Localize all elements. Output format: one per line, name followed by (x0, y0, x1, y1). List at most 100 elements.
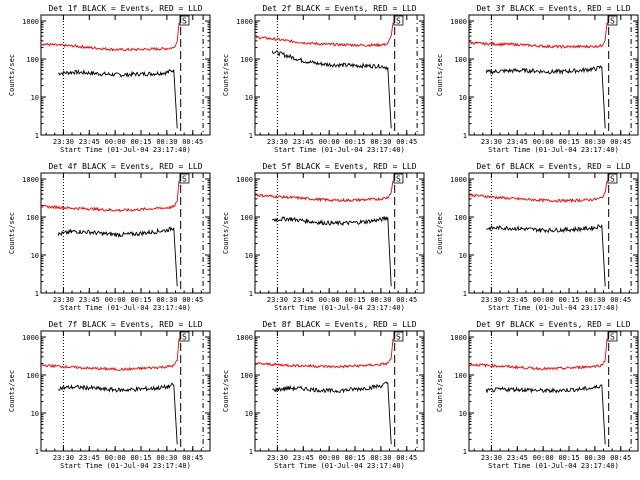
x-tick-label: 23:30 (53, 454, 74, 462)
events-series-line (57, 382, 178, 445)
y-tick-label: 1 (35, 132, 39, 140)
events-series-line (271, 215, 392, 287)
lld-series-line (468, 22, 608, 49)
y-tick-label: 1000 (450, 176, 467, 184)
x-tick-label: 00:45 (182, 454, 203, 462)
x-axis-label: Start Time (01-Jul-04 23:17:40) (488, 462, 619, 470)
x-tick-label: 00:30 (584, 138, 605, 146)
x-tick-label: 00:00 (319, 454, 340, 462)
y-tick-label: 1 (249, 290, 253, 298)
y-axis-label: Counts/sec (8, 370, 16, 412)
x-tick-label: 00:45 (610, 296, 631, 304)
plot-frame (40, 330, 211, 452)
y-axis-label: Counts/sec (436, 54, 444, 96)
saa-annotation-box (607, 331, 618, 342)
saa-annotation-box (179, 331, 190, 342)
x-tick-label: 23:45 (293, 296, 314, 304)
events-series-line (57, 68, 178, 129)
saa-annotation-box (179, 173, 190, 184)
saa-annotation-label: S (396, 333, 401, 342)
saa-annotation-label: S (396, 175, 401, 184)
saa-annotation-box (393, 173, 404, 184)
events-series-line (271, 50, 392, 129)
x-tick-label: 23:45 (507, 454, 528, 462)
y-tick-label: 100 (26, 56, 39, 64)
x-tick-label: 00:30 (370, 454, 391, 462)
y-tick-label: 100 (240, 56, 253, 64)
panel-title: Det 6f BLACK = Events, RED = LLD (476, 162, 630, 171)
x-tick-label: 00:00 (105, 454, 126, 462)
panel-title: Det 7f BLACK = Events, RED = LLD (48, 320, 202, 329)
lld-series-line (468, 180, 608, 204)
x-axis-label: Start Time (01-Jul-04 23:17:40) (274, 462, 405, 470)
lld-series-line (40, 22, 180, 52)
x-tick-label: 00:15 (558, 296, 579, 304)
x-tick-label: 23:30 (267, 454, 288, 462)
panel-det-7f: Det 7f BLACK = Events, RED = LLD 1 10 100 10… (8, 320, 211, 470)
panel-title: Det 5f BLACK = Events, RED = LLD (262, 162, 416, 171)
x-tick-label: 23:45 (79, 454, 100, 462)
y-tick-label: 1000 (236, 176, 253, 184)
plot-frame (254, 172, 425, 294)
x-tick-label: 00:15 (344, 138, 365, 146)
lld-series-line (41, 180, 180, 213)
y-tick-label: 100 (26, 214, 39, 222)
x-tick-label: 00:15 (344, 454, 365, 462)
saa-annotation-box (607, 173, 618, 184)
panel-det-1f: Det 1f BLACK = Events, RED = LLD 1 10 100 10… (8, 4, 211, 154)
y-tick-label: 100 (240, 372, 253, 380)
saa-annotation-box (607, 15, 618, 26)
panel-title: Det 1f BLACK = Events, RED = LLD (48, 4, 202, 13)
panel-det-8f: Det 8f BLACK = Events, RED = LLD 1 10 100 10… (222, 320, 425, 470)
y-tick-label: 1000 (236, 334, 253, 342)
y-tick-label: 1 (463, 448, 467, 456)
x-tick-label: 00:00 (319, 296, 340, 304)
y-tick-label: 1000 (22, 176, 39, 184)
saa-annotation-box (393, 15, 404, 26)
x-tick-label: 23:45 (293, 138, 314, 146)
x-axis-label: Start Time (01-Jul-04 23:17:40) (60, 304, 191, 312)
x-tick-label: 00:45 (396, 296, 417, 304)
x-tick-label: 00:15 (344, 296, 365, 304)
saa-annotation-label: S (182, 17, 187, 26)
lld-series-line (254, 180, 394, 203)
x-tick-label: 00:15 (130, 138, 151, 146)
y-tick-label: 1 (463, 290, 467, 298)
panel-title: Det 3f BLACK = Events, RED = LLD (476, 4, 630, 13)
events-series-line (485, 384, 606, 445)
y-tick-label: 100 (240, 214, 253, 222)
y-axis-label: Counts/sec (222, 212, 230, 254)
x-tick-label: 23:30 (267, 138, 288, 146)
panel-det-5f: Det 5f BLACK = Events, RED = LLD 1 10 100 10… (222, 162, 425, 312)
x-tick-label: 23:30 (53, 296, 74, 304)
x-tick-label: 23:30 (481, 138, 502, 146)
y-tick-label: 1 (35, 448, 39, 456)
y-tick-label: 1000 (450, 334, 467, 342)
saa-annotation-box (393, 331, 404, 342)
y-tick-label: 100 (454, 214, 467, 222)
saa-annotation-label: S (182, 175, 187, 184)
x-axis-label: Start Time (01-Jul-04 23:17:40) (60, 146, 191, 154)
events-series-line (57, 226, 178, 287)
plot-frame (468, 172, 639, 294)
plot-frame (468, 330, 639, 452)
saa-annotation-label: S (610, 333, 615, 342)
y-tick-label: 100 (454, 56, 467, 64)
panel-det-4f: Det 4f BLACK = Events, RED = LLD 1 10 100 10… (8, 162, 211, 312)
panel-title: Det 8f BLACK = Events, RED = LLD (262, 320, 416, 329)
plot-frame (40, 172, 211, 294)
y-tick-label: 10 (459, 252, 467, 260)
y-tick-label: 10 (459, 410, 467, 418)
y-tick-label: 10 (31, 252, 39, 260)
x-tick-label: 00:15 (130, 296, 151, 304)
x-tick-label: 00:45 (610, 454, 631, 462)
plot-frame (468, 14, 639, 136)
x-axis-label: Start Time (01-Jul-04 23:17:40) (274, 146, 405, 154)
x-tick-label: 23:30 (267, 296, 288, 304)
x-tick-label: 00:00 (533, 296, 554, 304)
y-tick-label: 10 (245, 252, 253, 260)
x-tick-label: 00:45 (610, 138, 631, 146)
y-tick-label: 10 (31, 94, 39, 102)
panel-title: Det 9f BLACK = Events, RED = LLD (476, 320, 630, 329)
x-tick-label: 00:30 (584, 454, 605, 462)
